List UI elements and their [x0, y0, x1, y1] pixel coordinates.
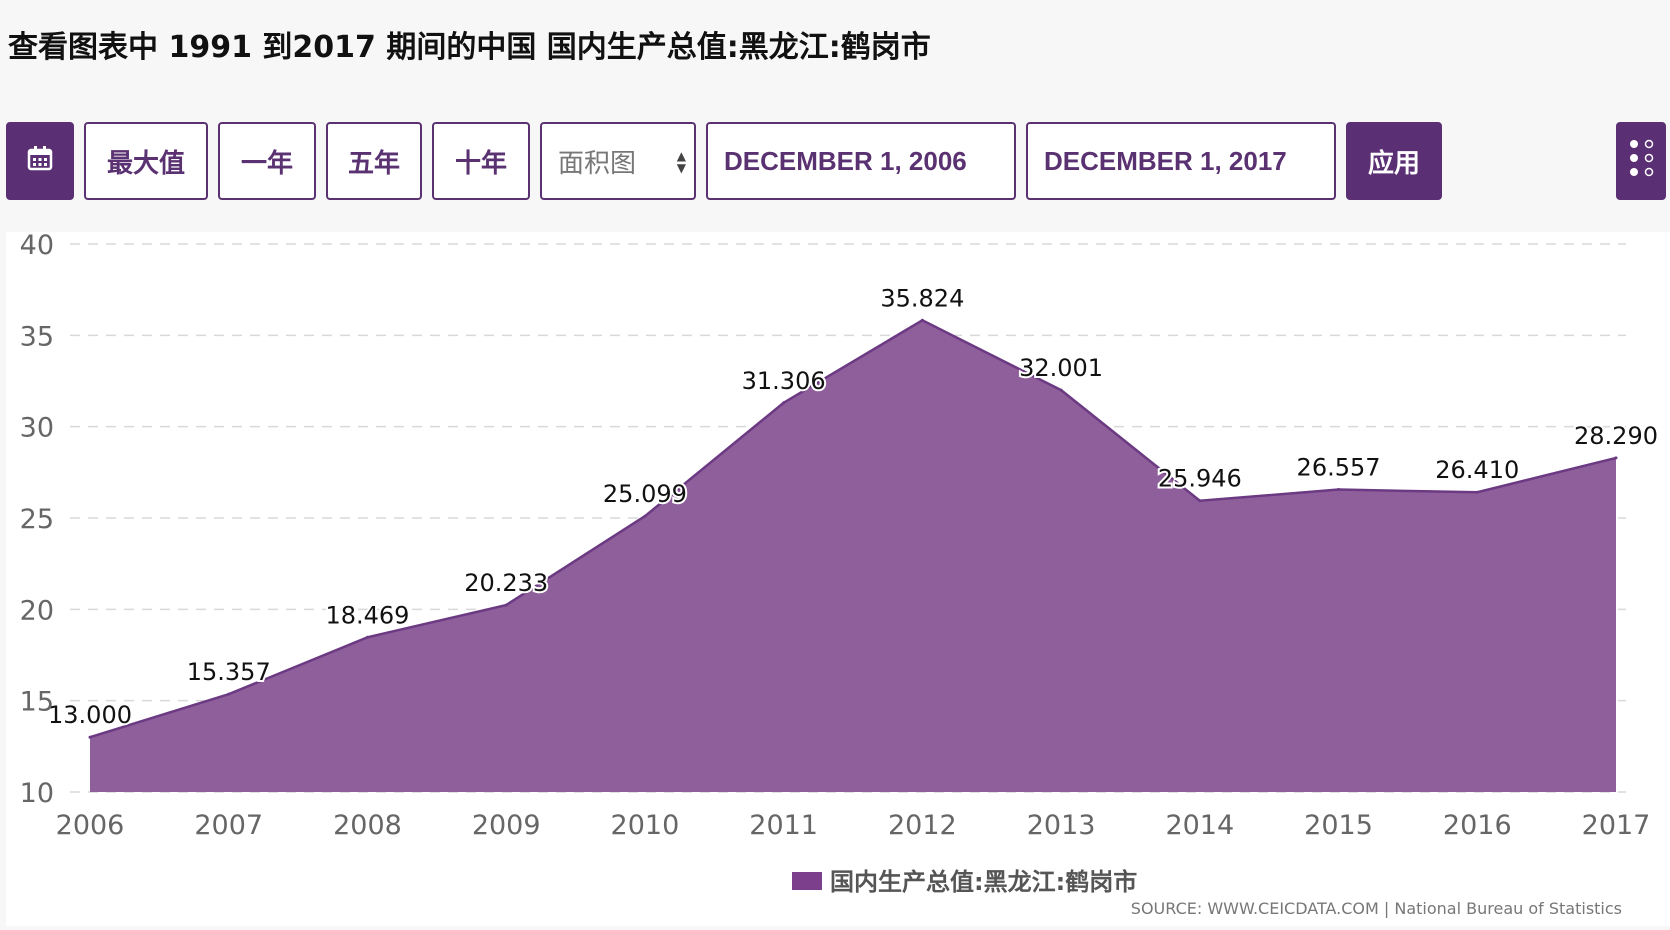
data-point	[365, 635, 369, 639]
data-point	[1475, 490, 1479, 494]
data-point	[1614, 456, 1618, 460]
data-label: 35.824	[880, 284, 964, 312]
data-point	[782, 401, 786, 405]
data-point	[643, 514, 647, 518]
x-tick-label: 2008	[333, 810, 402, 841]
calendar-icon	[27, 145, 53, 178]
data-label: 32.001	[1019, 354, 1103, 382]
data-label: 26.410	[1435, 456, 1519, 484]
data-label: 28.290	[1574, 422, 1658, 450]
chart-type-value: 面积图	[558, 148, 637, 179]
data-point	[504, 603, 508, 607]
legend-swatch	[792, 872, 822, 890]
calendar-button[interactable]	[6, 122, 74, 200]
five-year-button[interactable]: 五年	[326, 122, 422, 200]
x-tick-label: 2007	[194, 810, 263, 841]
data-point	[227, 692, 231, 696]
data-label: 15.357	[187, 658, 271, 686]
data-label: 25.099	[603, 480, 687, 508]
y-tick-label: 35	[20, 321, 54, 352]
source-credit: SOURCE: WWW.CEICDATA.COM | National Bure…	[1131, 899, 1622, 918]
y-tick-label: 30	[20, 413, 54, 444]
y-tick-label: 15	[20, 687, 54, 718]
chart-card: 13.000 15.357 18.469 20.233 25.099 31.306 35.8…	[6, 230, 1670, 926]
apply-button[interactable]: 应用	[1346, 122, 1442, 200]
select-arrows-icon: ▲ ▼	[676, 149, 686, 175]
data-point	[920, 318, 924, 322]
data-point	[1198, 499, 1202, 503]
ten-year-button[interactable]: 十年	[432, 122, 530, 200]
x-tick-label: 2015	[1304, 810, 1373, 841]
data-label: 26.557	[1297, 454, 1381, 482]
data-label: 31.306	[742, 367, 826, 395]
x-tick-label: 2013	[1027, 810, 1096, 841]
x-tick-label: 2012	[888, 810, 957, 841]
end-date-input[interactable]: DECEMBER 1, 2017	[1026, 122, 1336, 200]
start-date-input[interactable]: DECEMBER 1, 2006	[706, 122, 1016, 200]
x-tick-label: 2006	[56, 810, 125, 841]
data-label: 20.233	[464, 569, 548, 597]
y-tick-label: 20	[20, 595, 54, 626]
x-tick-label: 2011	[749, 810, 818, 841]
toolbar: 最大值 一年 五年 十年 面积图 ▲ ▼ DECEMBER 1, 2006 DEC…	[0, 122, 1670, 202]
area-chart: 13.000 15.357 18.469 20.233 25.099 31.306 35.8…	[20, 230, 1660, 918]
data-label: 25.946	[1158, 465, 1242, 493]
more-options-icon	[1624, 136, 1658, 187]
data-point	[1337, 488, 1341, 492]
more-options-button[interactable]	[1616, 122, 1666, 200]
x-tick-label: 2016	[1443, 810, 1512, 841]
x-tick-label: 2017	[1582, 810, 1651, 841]
data-label: 18.469	[325, 601, 409, 629]
data-point	[1059, 388, 1063, 392]
data-point	[88, 735, 92, 739]
y-tick-label: 10	[20, 778, 54, 809]
x-tick-label: 2014	[1165, 810, 1234, 841]
y-tick-label: 40	[20, 232, 54, 261]
series-line	[89, 318, 1617, 739]
data-label: 13.000	[48, 701, 132, 729]
chart-type-select[interactable]: 面积图 ▲ ▼	[540, 122, 696, 200]
one-year-button[interactable]: 一年	[218, 122, 316, 200]
page-title: 查看图表中 1991 到2017 期间的中国 国内生产总值:黑龙江:鹤岗市	[8, 30, 931, 65]
x-tick-label: 2009	[472, 810, 541, 841]
series-area	[90, 320, 1616, 792]
max-range-button[interactable]: 最大值	[84, 122, 208, 200]
y-tick-label: 25	[20, 504, 54, 535]
x-tick-label: 2010	[611, 810, 680, 841]
legend-label: 国内生产总值:黑龙江:鹤岗市	[830, 868, 1137, 896]
